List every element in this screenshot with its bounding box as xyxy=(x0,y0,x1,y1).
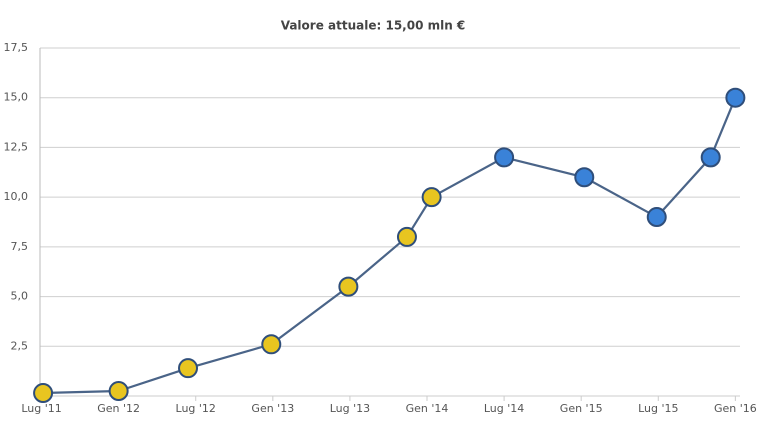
x-tick-label: Lug '14 xyxy=(484,402,524,415)
marker xyxy=(494,147,515,168)
y-tick-label: 10,0 xyxy=(4,190,29,203)
x-tick-label: Gen '15 xyxy=(560,402,603,415)
y-tick-label: 5,0 xyxy=(11,290,29,303)
line xyxy=(43,97,737,395)
marker xyxy=(421,187,442,208)
x-tick-label: Gen '16 xyxy=(714,402,757,415)
x-tick-label: Gen '12 xyxy=(97,402,140,415)
x-tick-label: Gen '14 xyxy=(406,402,449,415)
y-tick-label: 15,0 xyxy=(4,91,29,104)
marker xyxy=(338,276,359,297)
marker xyxy=(700,147,721,168)
chart-title: Valore attuale: 15,00 mln € xyxy=(281,19,466,33)
x-tick-label: Lug '11 xyxy=(21,402,61,415)
marker xyxy=(725,87,746,108)
y-tick-label: 12,5 xyxy=(4,140,29,153)
y-tick-label: 17,5 xyxy=(4,41,29,54)
marker xyxy=(261,334,282,355)
y-tick-label: 7,5 xyxy=(11,240,29,253)
x-tick-label: Lug '13 xyxy=(330,402,370,415)
x-tick-label: Gen '13 xyxy=(251,402,294,415)
marker xyxy=(108,381,129,402)
marker xyxy=(396,226,417,247)
y-tick-label: 2,5 xyxy=(11,339,29,352)
marker xyxy=(178,358,199,379)
x-tick-label: Lug '12 xyxy=(176,402,216,415)
x-tick-label: Lug '15 xyxy=(638,402,678,415)
marker xyxy=(646,207,667,228)
marker xyxy=(574,167,595,188)
marker xyxy=(33,383,54,404)
